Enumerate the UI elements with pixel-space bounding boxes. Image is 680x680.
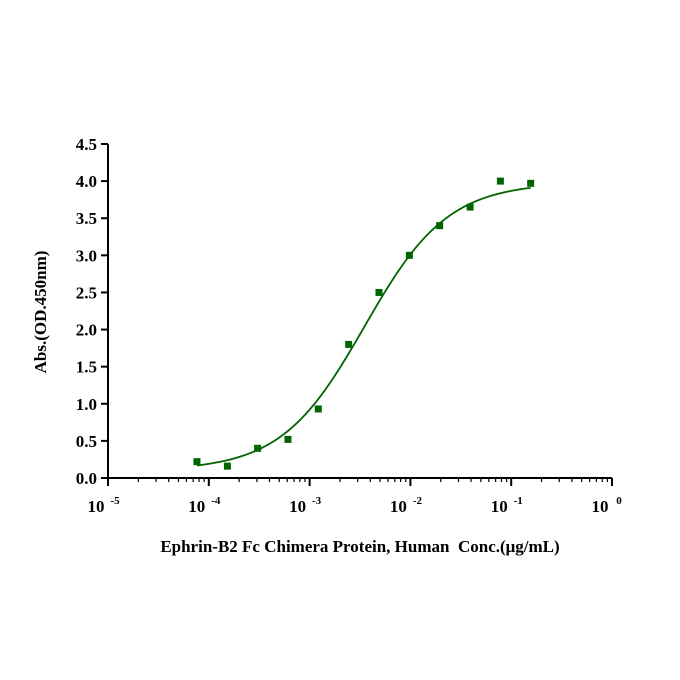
y-tick-label: 2.5 (76, 283, 97, 302)
data-point (405, 251, 413, 259)
y-tick-label: 0.5 (76, 432, 97, 451)
x-tick-label: 10 (592, 497, 609, 516)
data-point (496, 177, 504, 185)
data-point (193, 458, 201, 466)
axes: 0.0 0.5 1.0 1.5 2.0 2.5 3.0 3.5 4.0 4.5 10 -5 10 -4 10… (76, 135, 623, 516)
data-point (314, 405, 322, 413)
y-tick-label: 2.0 (76, 321, 97, 340)
y-tick-label: 4.5 (76, 135, 97, 154)
fit-curve-group (196, 186, 531, 467)
y-axis-label: Abs.(OD.450nm) (31, 251, 50, 374)
x-tick-label: 10 (188, 497, 205, 516)
x-tick-label: 10 (88, 497, 105, 516)
data-point (527, 179, 535, 187)
x-tick-exponent: -2 (413, 495, 423, 507)
x-tick-exponent: -1 (514, 495, 523, 507)
x-tick-exponent: -5 (110, 495, 120, 507)
data-points (193, 177, 535, 470)
fit-curve (196, 186, 531, 467)
y-tick-label: 0.0 (76, 469, 97, 488)
data-point (284, 435, 292, 443)
data-point (254, 444, 262, 452)
x-tick-label: 10 (289, 497, 306, 516)
y-tick-label: 1.0 (76, 395, 97, 414)
data-point (436, 222, 444, 230)
x-tick-exponent: 0 (616, 495, 622, 507)
x-tick-exponent: -3 (312, 495, 322, 507)
data-point (375, 288, 383, 296)
data-point (223, 462, 231, 470)
x-tick-label: 10 (491, 497, 508, 516)
data-point (345, 340, 353, 348)
x-axis-label: Ephrin-B2 Fc Chimera Protein, Human Conc… (160, 537, 559, 556)
data-point (466, 203, 474, 211)
x-tick-label: 10 (390, 497, 407, 516)
y-tick-label: 3.0 (76, 246, 97, 265)
x-tick-exponent: -4 (211, 495, 221, 507)
y-tick-label: 4.0 (76, 172, 97, 191)
y-tick-label: 3.5 (76, 209, 97, 228)
y-tick-label: 1.5 (76, 358, 97, 377)
